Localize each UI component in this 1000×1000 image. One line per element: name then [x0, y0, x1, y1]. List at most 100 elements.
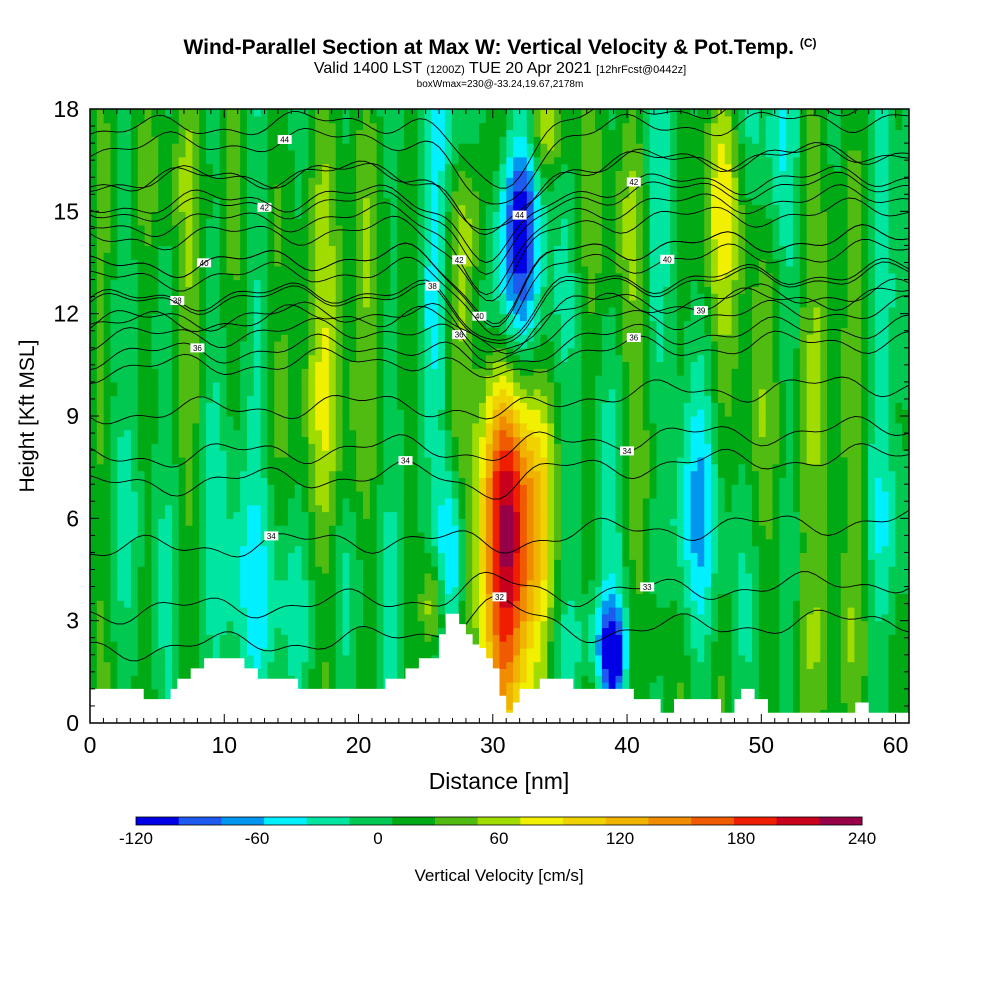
velocity-cell — [608, 450, 617, 458]
velocity-cell — [117, 600, 125, 608]
velocity-cell — [431, 586, 439, 594]
velocity-cell — [322, 463, 330, 472]
velocity-cell — [424, 607, 432, 615]
velocity-cell — [560, 531, 569, 540]
velocity-cell — [608, 661, 617, 670]
velocity-cell — [472, 593, 480, 601]
velocity-cell — [246, 647, 255, 656]
velocity-cell — [601, 566, 610, 574]
velocity-cell — [96, 538, 105, 547]
velocity-cell — [820, 634, 828, 642]
velocity-cell — [827, 620, 835, 629]
velocity-cell — [847, 559, 855, 567]
velocity-cell — [315, 559, 323, 567]
velocity-cell — [724, 538, 733, 547]
velocity-cell — [158, 456, 166, 465]
velocity-cell — [560, 634, 569, 642]
velocity-cell — [895, 654, 903, 663]
velocity-cell — [397, 559, 405, 567]
velocity-cell — [888, 702, 896, 710]
velocity-cell — [690, 497, 699, 506]
velocity-cell — [629, 497, 637, 506]
velocity-cell — [103, 518, 112, 526]
velocity-cell — [124, 600, 132, 608]
velocity-cell — [158, 682, 166, 690]
velocity-cell — [274, 661, 282, 670]
velocity-cell — [717, 668, 726, 676]
velocity-cell — [833, 491, 842, 499]
velocity-cell — [212, 600, 221, 608]
velocity-cell — [547, 593, 555, 601]
velocity-cell — [458, 607, 466, 615]
velocity-cell — [287, 613, 296, 622]
velocity-cell — [567, 531, 576, 540]
velocity-cell — [895, 504, 903, 513]
velocity-cell — [786, 682, 794, 690]
velocity-cell — [547, 552, 555, 560]
velocity-cell — [165, 463, 173, 472]
velocity-cell — [267, 559, 275, 567]
velocity-cell — [779, 525, 787, 533]
velocity-cell — [711, 566, 719, 574]
velocity-cell — [799, 470, 808, 478]
velocity-cell — [349, 566, 357, 574]
velocity-cell — [724, 593, 733, 601]
velocity-cell — [861, 675, 869, 683]
velocity-cell — [711, 531, 719, 540]
velocity-cell — [267, 668, 275, 676]
velocity-cell — [547, 463, 555, 472]
velocity-cell — [813, 627, 821, 635]
velocity-cell — [704, 607, 712, 615]
velocity-cell — [874, 620, 883, 629]
velocity-cell — [683, 688, 692, 697]
velocity-cell — [656, 613, 664, 622]
velocity-cell — [786, 463, 794, 472]
velocity-cell — [574, 545, 582, 554]
velocity-cell — [274, 545, 282, 554]
velocity-cell — [287, 552, 296, 560]
velocity-cell — [124, 620, 132, 629]
velocity-cell — [581, 586, 589, 594]
velocity-cell — [308, 627, 316, 635]
velocity-cell — [608, 566, 617, 574]
velocity-cell — [574, 470, 582, 478]
velocity-cell — [881, 647, 890, 656]
velocity-cell — [458, 484, 466, 492]
velocity-cell — [745, 682, 753, 690]
velocity-cell — [342, 586, 350, 594]
velocity-cell — [786, 620, 794, 629]
velocity-cell — [506, 668, 514, 676]
velocity-cell — [526, 641, 535, 649]
velocity-cell — [513, 654, 521, 663]
velocity-cell — [240, 579, 248, 588]
velocity-cell — [526, 497, 535, 506]
velocity-cell — [779, 566, 787, 574]
velocity-cell — [328, 613, 337, 622]
velocity-cell — [745, 443, 753, 451]
velocity-cell — [574, 497, 582, 506]
velocity-cell — [342, 559, 350, 567]
velocity-cell — [895, 620, 903, 629]
velocity-cell — [615, 545, 623, 554]
velocity-cell — [758, 552, 767, 560]
velocity-cell — [124, 607, 132, 615]
velocity-cell — [697, 586, 705, 594]
velocity-cell — [601, 443, 610, 451]
velocity-cell — [240, 443, 248, 451]
velocity-cell — [199, 525, 207, 533]
velocity-cell — [192, 552, 200, 560]
velocity-cell — [861, 538, 869, 547]
velocity-cell — [526, 456, 535, 465]
velocity-cell — [601, 477, 610, 485]
velocity-cell — [513, 484, 521, 492]
velocity-cell — [513, 456, 521, 465]
velocity-cell — [294, 525, 303, 533]
velocity-cell — [226, 538, 234, 547]
velocity-cell — [827, 443, 835, 451]
velocity-cell — [260, 607, 269, 615]
velocity-cell — [212, 491, 221, 499]
velocity-cell — [670, 566, 678, 574]
velocity-cell — [649, 552, 658, 560]
velocity-cell — [178, 552, 187, 560]
velocity-cell — [745, 484, 753, 492]
